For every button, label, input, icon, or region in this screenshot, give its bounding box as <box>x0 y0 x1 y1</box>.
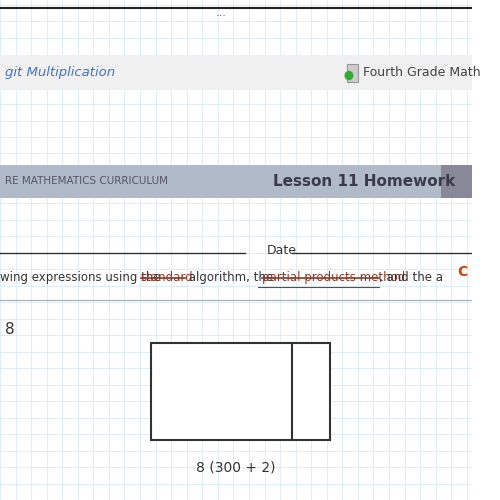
Bar <box>0 55 472 90</box>
Text: git Multiplication: git Multiplication <box>4 66 115 79</box>
Text: RE MATHEMATICS CURRICULUM: RE MATHEMATICS CURRICULUM <box>4 176 168 186</box>
Text: standard: standard <box>140 271 193 284</box>
Text: 8 (300 + 2): 8 (300 + 2) <box>196 460 276 474</box>
Text: wing expressions using the: wing expressions using the <box>0 271 160 284</box>
Text: C: C <box>458 266 468 280</box>
Text: Date: Date <box>266 244 296 256</box>
Text: partial products method: partial products method <box>262 271 405 284</box>
Bar <box>151 342 330 440</box>
Text: Fourth Grade Math: Fourth Grade Math <box>363 66 480 79</box>
Text: 8: 8 <box>4 322 15 338</box>
Bar <box>441 165 472 198</box>
Text: , and the a: , and the a <box>378 271 442 284</box>
Bar <box>346 64 358 82</box>
Text: algorithm, the: algorithm, the <box>186 271 274 284</box>
Text: Lesson 11 Homework: Lesson 11 Homework <box>274 174 456 188</box>
Circle shape <box>345 72 352 80</box>
Bar <box>0 165 441 198</box>
Text: ...: ... <box>216 8 227 18</box>
